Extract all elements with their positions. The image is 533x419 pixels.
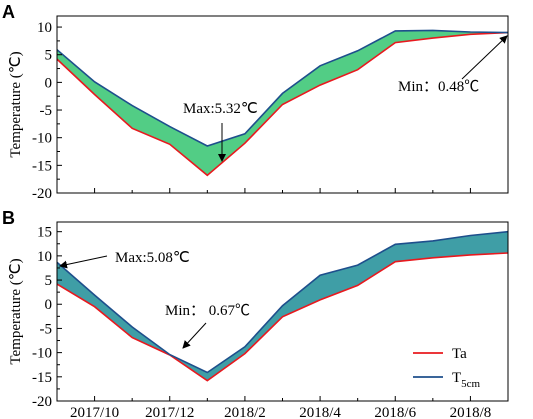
max-annotation-arrow bbox=[59, 255, 108, 269]
panel-letter: B bbox=[2, 208, 15, 228]
y-tick-label: -5 bbox=[40, 321, 53, 337]
panel-letter: A bbox=[2, 2, 15, 22]
panel-a: A -20 -15 -10 -5 0 5 10 Temperature (℃) Max:5.32℃… bbox=[2, 2, 509, 202]
legend-label: Ta bbox=[452, 346, 467, 362]
y-tick-label: 5 bbox=[45, 273, 53, 289]
y-tick-label: -10 bbox=[32, 346, 52, 362]
x-tick-label: 2017/10 bbox=[70, 405, 119, 419]
min-annotation-arrow bbox=[182, 322, 207, 349]
max-annotation-text: Max:5.08℃ bbox=[115, 250, 190, 266]
y-tick-label: -20 bbox=[32, 186, 52, 202]
min-annotation-text: Min：0.48℃ bbox=[398, 79, 479, 95]
max-annotation-text: Max:5.32℃ bbox=[183, 101, 258, 117]
min-annotation-arrow bbox=[461, 35, 508, 80]
y-tick-label: 0 bbox=[45, 75, 53, 91]
y-axis-title: Temperature (℃) bbox=[8, 258, 24, 364]
x-tick-label: 2018/2 bbox=[224, 405, 266, 419]
y-tick-label: -10 bbox=[32, 131, 52, 147]
legend: Ta T5cm bbox=[413, 346, 481, 390]
legend-label: T5cm bbox=[452, 370, 481, 390]
y-tick-label: -15 bbox=[32, 370, 52, 386]
y-tick-label: -5 bbox=[40, 103, 53, 119]
y-tick-label: 5 bbox=[45, 48, 53, 64]
y-tick-label: 10 bbox=[37, 20, 52, 36]
difference-band bbox=[57, 30, 508, 176]
x-tick-label: 2017/12 bbox=[145, 405, 194, 419]
y-tick-label: 15 bbox=[37, 225, 52, 241]
panel-b: B -20 -15 -10 -5 0 5 10 15 Temperature (℃) 2017/10… bbox=[2, 208, 509, 419]
y-tick-label: -15 bbox=[32, 158, 52, 174]
legend-label-subscript: 5cm bbox=[461, 378, 480, 390]
min-annotation-text: Min： 0.67℃ bbox=[165, 303, 250, 319]
x-tick-label: 2018/4 bbox=[299, 405, 341, 419]
y-tick-label: -20 bbox=[32, 394, 52, 410]
x-tick-label: 2018/8 bbox=[450, 405, 492, 419]
y-axis-title: Temperature (℃) bbox=[8, 51, 24, 157]
x-tick-label: 2018/6 bbox=[374, 405, 416, 419]
y-tick-label: 0 bbox=[45, 297, 53, 313]
y-tick-label: 10 bbox=[37, 249, 52, 265]
